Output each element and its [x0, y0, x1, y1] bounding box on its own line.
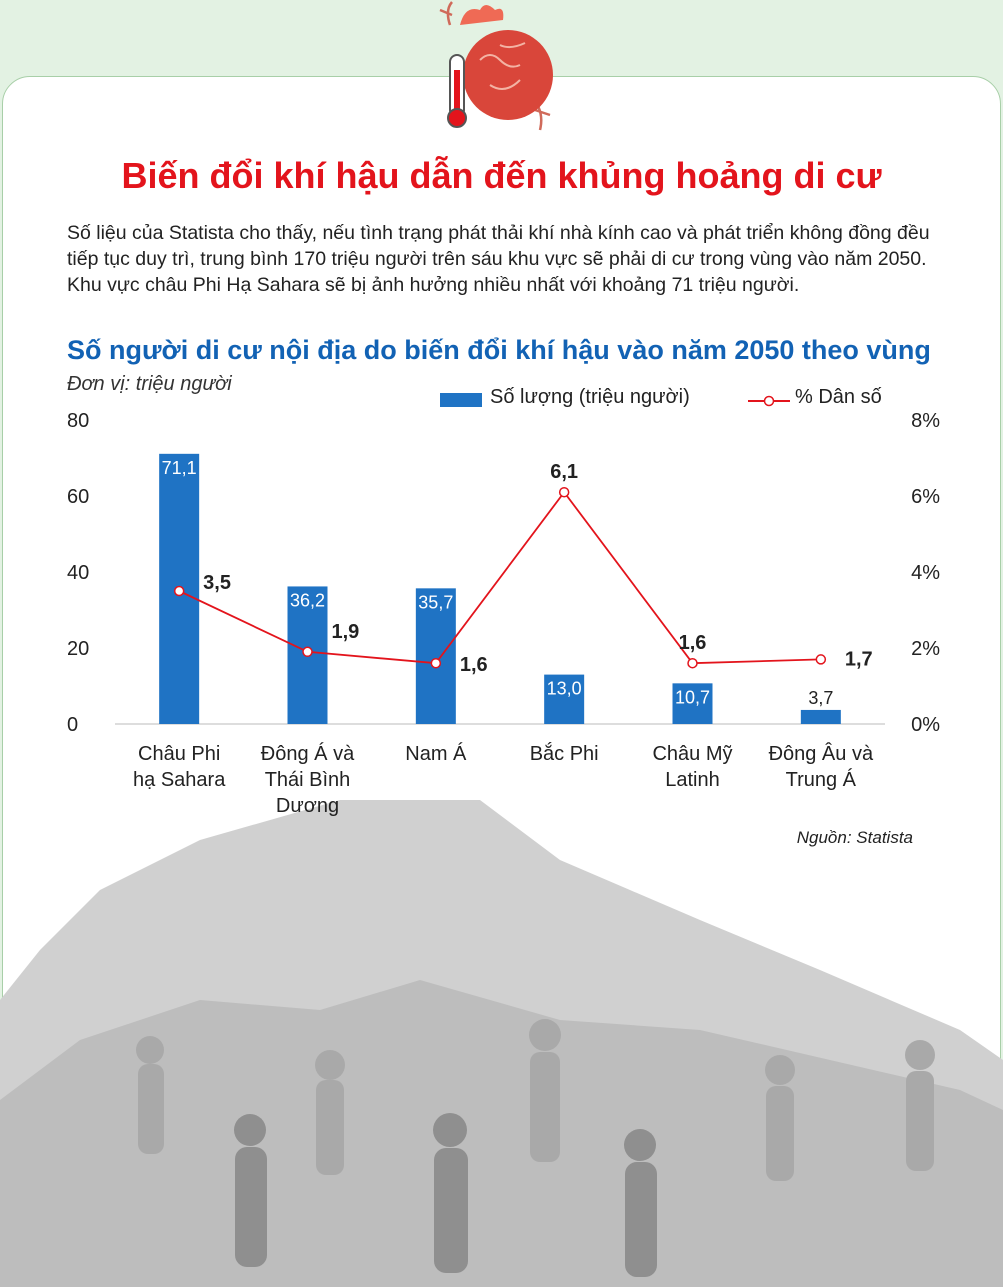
- y-left-tick-label: 20: [67, 638, 89, 660]
- legend-bar-label: Số lượng (triệu người): [490, 386, 690, 408]
- page-title: Biến đổi khí hậu dẫn đến khủng hoảng di …: [121, 155, 882, 196]
- y-right-tick-label: 6%: [911, 486, 940, 508]
- category-label: Bắc Phi: [530, 742, 599, 765]
- y-left-tick-label: 0: [67, 714, 78, 736]
- percent-value-label: 3,5: [203, 572, 231, 594]
- percent-point: [815, 654, 827, 665]
- y-left-tick-label: 80: [67, 410, 89, 432]
- legend-line-swatch: [748, 395, 790, 407]
- y-right-tick-label: 2%: [911, 638, 940, 660]
- percent-value-label: 1,6: [460, 654, 488, 676]
- legend-line-label: % Dân số: [795, 386, 882, 408]
- bar-value-label: 36,2: [290, 590, 325, 610]
- percent-value-label: 1,7: [845, 648, 873, 670]
- bar: [544, 674, 585, 724]
- legend-bar-swatch: [440, 393, 482, 407]
- category-label: Nam Á: [405, 742, 467, 765]
- source-note: Nguồn: Statista: [796, 828, 913, 847]
- category-label: Đông Âu và Trung Á: [769, 742, 874, 791]
- percent-point: [173, 585, 185, 597]
- y-left-tick-label: 40: [67, 562, 89, 584]
- chart-plot: 0 20 40 60 80 0% 2% 4% 6% 8% 71,1 36,2 35,7 13,0 10,7 3…: [67, 410, 940, 817]
- percent-point: [558, 486, 570, 498]
- bar-value-label: 71,1: [162, 458, 197, 478]
- bar: [800, 709, 841, 724]
- percent-value-label: 1,6: [679, 632, 707, 654]
- category-label: Đông Á và Thái Bình Dương: [261, 742, 355, 817]
- y-right-tick-label: 8%: [911, 410, 940, 432]
- bar-value-label: 35,7: [418, 592, 453, 612]
- percent-line: [178, 490, 821, 665]
- category-label: Châu Mỹ Latinh: [652, 743, 732, 791]
- percent-value-label: 6,1: [550, 461, 578, 483]
- burning-globe-icon: [439, 1, 553, 131]
- bar-value-label: 13,0: [547, 679, 582, 699]
- chart-title: Số người di cư nội địa do biến đổi khí h…: [67, 335, 931, 365]
- category-label: Châu Phi hạ Sahara: [133, 743, 226, 791]
- percent-point: [430, 657, 442, 669]
- migrating-crowd-illustration: [0, 800, 1003, 1287]
- bar-value-label: 3,7: [808, 688, 833, 708]
- percent-value-label: 1,9: [332, 621, 360, 643]
- bar-value-label: 10,7: [675, 687, 710, 707]
- percent-point: [302, 646, 313, 658]
- percent-point: [687, 657, 698, 669]
- unit-note: Đơn vị: triệu người: [67, 373, 232, 395]
- intro-paragraph: Số liệu của Statista cho thấy, nếu tình …: [67, 222, 930, 296]
- chart-legend: Số lượng (triệu người) % Dân số: [0, 386, 1003, 416]
- bar: [415, 588, 456, 724]
- y-right-tick-label: 0%: [911, 714, 940, 736]
- y-left-tick-label: 60: [67, 486, 89, 508]
- y-right-tick-label: 4%: [911, 562, 940, 584]
- bar: [672, 683, 713, 724]
